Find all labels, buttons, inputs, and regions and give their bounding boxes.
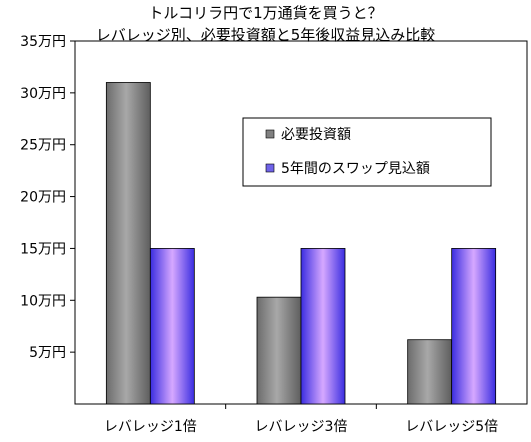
bar-swap-estimate — [300, 248, 346, 405]
legend-box — [242, 117, 492, 187]
y-tick-labels: 5万円 10万円 15万円 20万円 25万円 30万円 35万円 — [20, 34, 66, 361]
chart-title-line-2: レバレッジ別、必要投資額と5年後収益見込み比較 — [95, 26, 436, 44]
legend: 必要投資額 5年間のスワップ見込額 — [242, 117, 492, 187]
y-tick-label: 10万円 — [20, 293, 66, 309]
y-tick-label: 30万円 — [20, 86, 66, 102]
y-tick-label: 5万円 — [29, 345, 66, 361]
y-tick-label: 25万円 — [20, 138, 66, 154]
legend-swatch — [265, 163, 275, 173]
bar-required-investment — [256, 296, 302, 405]
x-category-label: レバレッジ3倍 — [255, 419, 348, 435]
x-category-labels: レバレッジ1倍 レバレッジ3倍 レバレッジ5倍 — [104, 419, 498, 435]
legend-label: 必要投資額 — [281, 127, 351, 143]
y-tick-label: 15万円 — [20, 241, 66, 257]
chart-title-line-1: トルコリラ円で1万通貨を買うと？ — [148, 4, 383, 22]
x-category-label: レバレッジ5倍 — [405, 419, 498, 435]
bar-swap-estimate — [149, 248, 195, 405]
legend-swatch — [265, 129, 275, 139]
bar-required-investment — [105, 82, 151, 405]
bar-swap-estimate — [451, 248, 497, 405]
legend-label: 5年間のスワップ見込額 — [281, 161, 430, 177]
y-tick-label: 35万円 — [20, 34, 66, 50]
y-tick-label: 20万円 — [20, 190, 66, 206]
bars — [105, 82, 497, 405]
x-category-label: レバレッジ1倍 — [104, 419, 197, 435]
bar-required-investment — [407, 339, 453, 405]
